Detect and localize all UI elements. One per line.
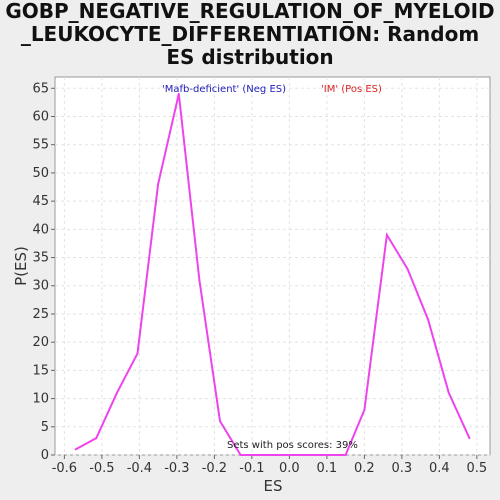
data-point bbox=[95, 437, 98, 440]
x-tick-label: 0.2 bbox=[354, 461, 375, 476]
data-point bbox=[198, 279, 201, 282]
x-axis-title: ES bbox=[264, 477, 283, 495]
y-tick-label: 0 bbox=[41, 448, 49, 463]
data-point bbox=[74, 448, 77, 451]
x-tick-label: 0.4 bbox=[429, 461, 450, 476]
data-point bbox=[219, 420, 221, 423]
data-point bbox=[239, 454, 242, 456]
y-tick-label: 5 bbox=[41, 420, 49, 435]
x-tick-label: -0.6 bbox=[52, 461, 77, 476]
x-tick-label: 0.1 bbox=[317, 461, 338, 476]
data-point bbox=[385, 233, 388, 236]
data-point bbox=[447, 391, 450, 394]
annotation-pos-scores: Sets with pos scores: 39% bbox=[227, 440, 358, 451]
data-point bbox=[115, 391, 118, 394]
data-point bbox=[406, 267, 409, 270]
x-tick-label: -0.2 bbox=[202, 461, 227, 476]
data-point bbox=[468, 437, 471, 440]
plot-area bbox=[54, 76, 491, 456]
y-tick-label: 55 bbox=[32, 138, 49, 153]
y-tick-label: 60 bbox=[32, 109, 49, 124]
y-tick-label: 65 bbox=[32, 81, 49, 96]
chart-title-line-1: GOBP_NEGATIVE_REGULATION_OF_MYELOID bbox=[5, 0, 495, 23]
y-tick-label: 20 bbox=[32, 335, 49, 350]
x-tick-label: 0.3 bbox=[392, 461, 413, 476]
axes: 0 5 10 15 20 25 30 35 40 45 50 55 60 65 -0.6 -0.5 -0.4 -0… bbox=[32, 81, 487, 476]
annotation-neg-es: 'Mafb-deficient' (Neg ES) bbox=[162, 84, 286, 95]
chart-title-line-2: _LEUKOCYTE_DIFFERENTIATION: Random bbox=[20, 22, 480, 46]
y-tick-label: 45 bbox=[32, 194, 49, 209]
data-point bbox=[177, 92, 180, 95]
x-tick-label: -0.3 bbox=[164, 461, 189, 476]
x-tick-label: -0.4 bbox=[127, 461, 152, 476]
x-tick-label: 0.0 bbox=[279, 461, 300, 476]
y-tick-label: 35 bbox=[32, 251, 49, 266]
y-tick-label: 50 bbox=[32, 166, 49, 181]
series-line bbox=[75, 93, 471, 456]
chart-title: GOBP_NEGATIVE_REGULATION_OF_MYELOID _LEU… bbox=[0, 0, 500, 69]
y-tick-label: 10 bbox=[32, 392, 49, 407]
grid-lines bbox=[55, 77, 490, 456]
data-point bbox=[136, 352, 139, 355]
x-tick-label: 0.5 bbox=[467, 461, 488, 476]
data-point bbox=[157, 183, 160, 186]
data-point bbox=[363, 408, 366, 411]
chart-title-line-3: ES distribution bbox=[166, 45, 334, 69]
y-tick-label: 15 bbox=[32, 363, 49, 378]
y-tick-label: 25 bbox=[32, 307, 49, 322]
annotation-pos-es: 'IM' (Pos ES) bbox=[321, 84, 382, 95]
y-axis-title: P(ES) bbox=[12, 246, 30, 286]
x-tick-label: -0.5 bbox=[89, 461, 114, 476]
data-point bbox=[344, 454, 347, 456]
series-layer bbox=[74, 92, 471, 456]
x-tick-label: -0.1 bbox=[239, 461, 264, 476]
y-tick-label: 40 bbox=[32, 222, 49, 237]
y-tick-label: 30 bbox=[32, 279, 49, 294]
data-point bbox=[427, 318, 430, 321]
